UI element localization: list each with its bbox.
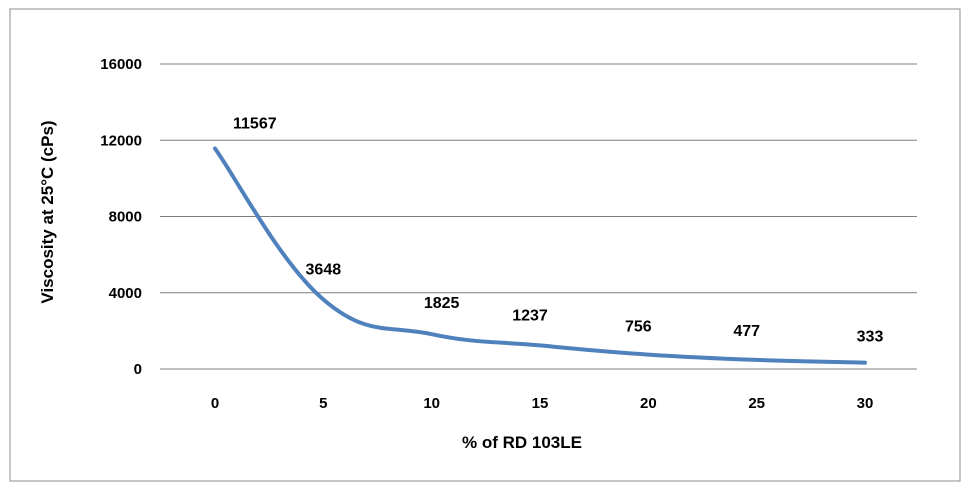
grid	[160, 63, 917, 370]
data-label: 11567	[233, 116, 277, 133]
data-label: 756	[625, 319, 652, 336]
y-tick-label: 4000	[109, 285, 142, 302]
x-tick-label: 30	[857, 395, 874, 412]
y-tick-label: 8000	[109, 209, 142, 226]
series-line	[213, 146, 867, 365]
y-axis-title: Viscosity at 25°C (cPs)	[38, 120, 57, 303]
chart-frame	[9, 8, 961, 482]
x-tick-label: 10	[423, 395, 440, 412]
data-label: 477	[733, 323, 760, 340]
data-label: 3648	[306, 261, 342, 278]
x-tick-label: 15	[532, 395, 549, 412]
data-label: 1825	[424, 295, 460, 312]
y-axis-ticks: 0 4000 8000 12000 16000	[100, 56, 142, 378]
x-tick-label: 5	[319, 395, 327, 412]
y-tick-label: 12000	[100, 132, 142, 149]
series-layer	[213, 146, 867, 365]
y-tick-label: 16000	[100, 56, 142, 73]
x-axis-title: % of RD 103LE	[462, 433, 582, 452]
data-labels: 11567 3648 1825 1237 756 477 333	[233, 116, 883, 346]
data-label: 1237	[512, 307, 548, 324]
x-tick-label: 0	[211, 395, 219, 412]
x-tick-label: 20	[640, 395, 657, 412]
x-axis-ticks: 0 5 10 15 20 25 30	[211, 395, 874, 412]
x-tick-label: 25	[748, 395, 765, 412]
y-tick-label: 0	[134, 361, 142, 378]
data-label: 333	[857, 329, 884, 346]
